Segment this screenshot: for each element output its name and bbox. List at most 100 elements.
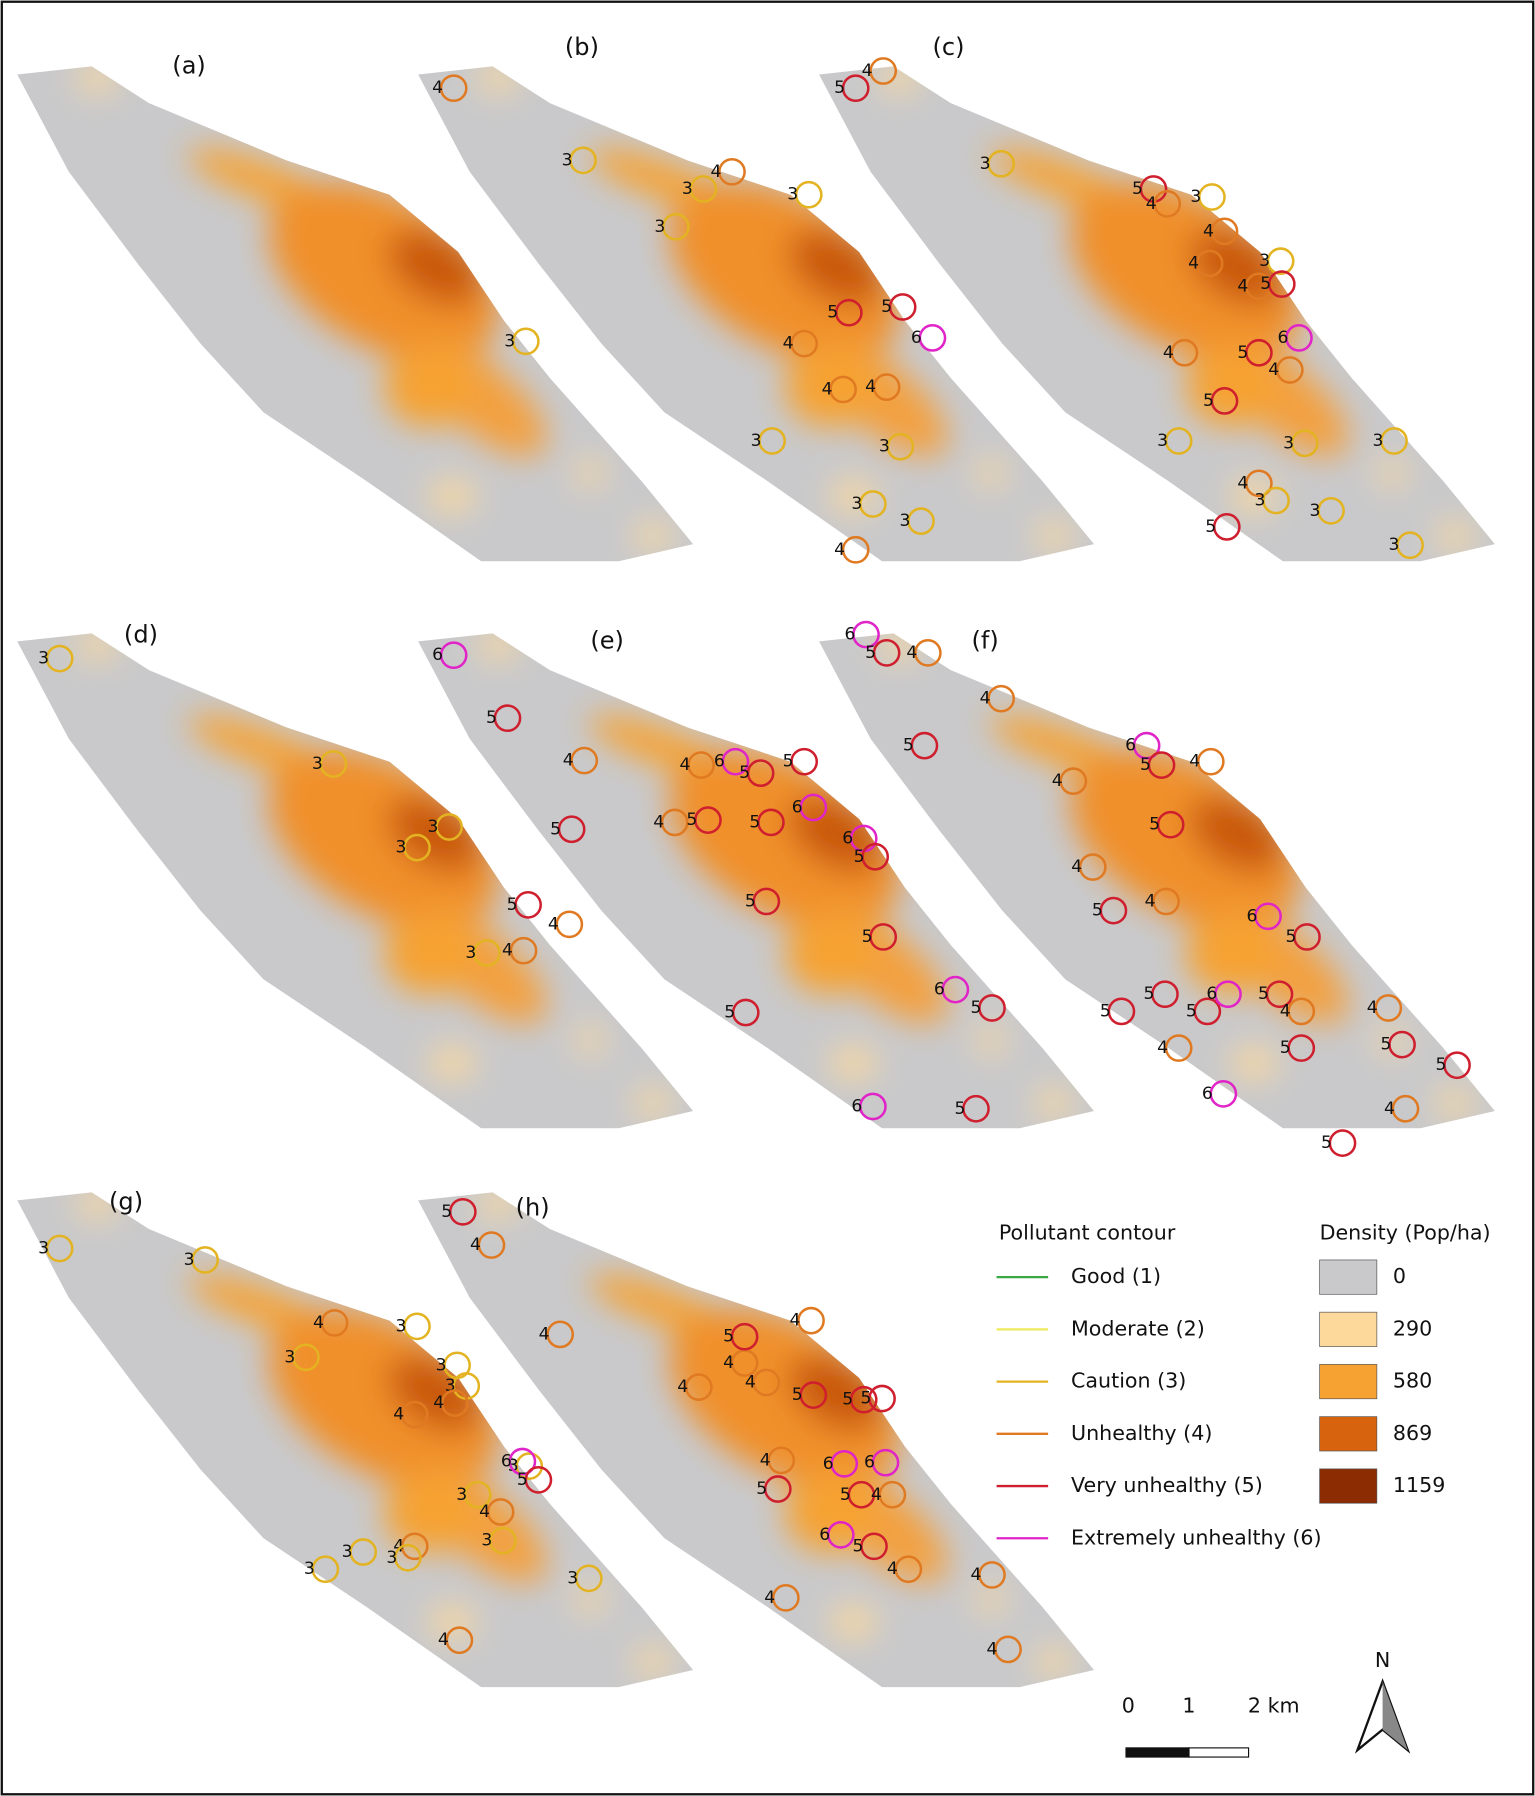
contour-ring: [1245, 272, 1273, 301]
contour-label: 3: [481, 1531, 492, 1551]
contour-ring: [1388, 1030, 1416, 1059]
contour-label: 5: [1258, 984, 1269, 1004]
contour-ring: [569, 146, 597, 175]
contour-ring: [439, 641, 468, 670]
contour-label: 6: [851, 1096, 862, 1116]
contour-ring: [878, 1480, 907, 1509]
contour-label: 3: [342, 1542, 353, 1562]
contour-ring: [829, 375, 857, 404]
contour-label: 6: [864, 1453, 875, 1473]
contour-label: 4: [1157, 1038, 1168, 1058]
contour-ring: [546, 1320, 575, 1349]
contour-ring: [1156, 810, 1185, 839]
contour-label: 4: [710, 162, 721, 182]
contour-label: 5: [1092, 901, 1103, 921]
contour-ring: [852, 620, 880, 649]
contour-ring: [1285, 324, 1313, 352]
contour-ring: [861, 842, 890, 871]
contour-ring: [557, 815, 586, 844]
contour-ring: [847, 1480, 876, 1509]
contour-label: 5: [1381, 1035, 1392, 1055]
contour-label: 5: [1237, 343, 1248, 363]
contour-label: 5: [903, 736, 914, 756]
contour-label: 3: [1373, 431, 1384, 451]
contour-ring: [445, 1626, 474, 1655]
contour-label: 5: [827, 303, 838, 323]
panel-label: (f): [972, 626, 999, 654]
legend-swatch: [1319, 1416, 1378, 1452]
contour-label: 3: [465, 943, 476, 963]
contour-label: 4: [723, 1353, 734, 1373]
contour-label: 6: [792, 798, 803, 818]
contour-label: 4: [1384, 1099, 1395, 1119]
contour-label: 4: [887, 1559, 898, 1579]
contour-ring: [662, 212, 690, 241]
contour-ring: [440, 1389, 469, 1417]
contour-ring: [684, 1373, 713, 1401]
contour-ring: [758, 427, 786, 455]
contour-ring: [1209, 1080, 1238, 1108]
panel-label: (e): [590, 626, 624, 654]
contour-label: 6: [1206, 984, 1217, 1004]
contour-ring: [1265, 980, 1294, 1009]
contour-label: 3: [1310, 501, 1321, 521]
contour-ring: [1210, 387, 1239, 415]
contour-ring: [1164, 427, 1193, 455]
legend-label: Unhealthy (4): [1071, 1421, 1212, 1445]
contour-label: 4: [1280, 1001, 1291, 1021]
contour-ring: [790, 329, 819, 358]
contour-label: 5: [739, 763, 750, 783]
contour-label: 3: [899, 511, 910, 531]
legend-swatch: [1319, 1259, 1378, 1295]
contour-label: 5: [1132, 179, 1143, 199]
contour-ring: [1266, 247, 1295, 276]
contour-label: 5: [861, 1389, 872, 1409]
contour-ring: [45, 1234, 74, 1263]
contour-label: 3: [436, 1355, 447, 1375]
contour-label: 5: [834, 78, 845, 98]
contour-label: 5: [1203, 391, 1214, 411]
contour-ring: [886, 432, 915, 461]
panel-label: (b): [565, 33, 599, 61]
contour-label: 4: [783, 334, 794, 354]
legend-label: Very unhealthy (5): [1071, 1473, 1263, 1497]
contour-ring: [730, 1322, 759, 1351]
contour-ring: [872, 373, 901, 402]
legend-label: Good (1): [1071, 1264, 1161, 1288]
contour-label: 4: [563, 751, 574, 771]
contour-ring: [797, 1306, 825, 1335]
contour-ring: [941, 975, 970, 1004]
contour-ring: [894, 1555, 923, 1584]
contour-label: 4: [871, 1485, 882, 1505]
contour-ring: [1287, 1034, 1316, 1062]
contour-ring: [477, 1231, 506, 1259]
contour-label: 3: [304, 1559, 315, 1579]
contour-ring: [794, 180, 823, 209]
contour-label: 4: [1367, 998, 1378, 1018]
contour-label: 6: [911, 328, 922, 348]
contour-ring: [718, 157, 746, 186]
contour-label: 4: [906, 643, 917, 663]
contour-label: 6: [934, 980, 945, 1000]
legend-label: Moderate (2): [1071, 1316, 1205, 1340]
contour-ring: [841, 535, 870, 564]
legend-label: 580: [1393, 1369, 1432, 1393]
contour-ring: [1164, 1034, 1193, 1062]
contour-label: 5: [756, 1479, 767, 1499]
contour-ring: [1262, 486, 1290, 515]
contour-label: 3: [504, 331, 515, 351]
contour-ring: [888, 293, 917, 321]
contour-label: 4: [479, 1502, 490, 1522]
legend-label: 0: [1393, 1264, 1406, 1288]
contour-ring: [1214, 980, 1242, 1009]
contour-ring: [978, 1561, 1006, 1589]
contour-ring: [1078, 853, 1107, 881]
contour-label: 3: [396, 838, 407, 858]
contour-label: 4: [865, 377, 876, 397]
contour-ring: [869, 923, 898, 951]
contour-ring: [514, 891, 542, 919]
contour-label: 4: [1052, 771, 1063, 791]
contour-label: 4: [548, 914, 559, 934]
